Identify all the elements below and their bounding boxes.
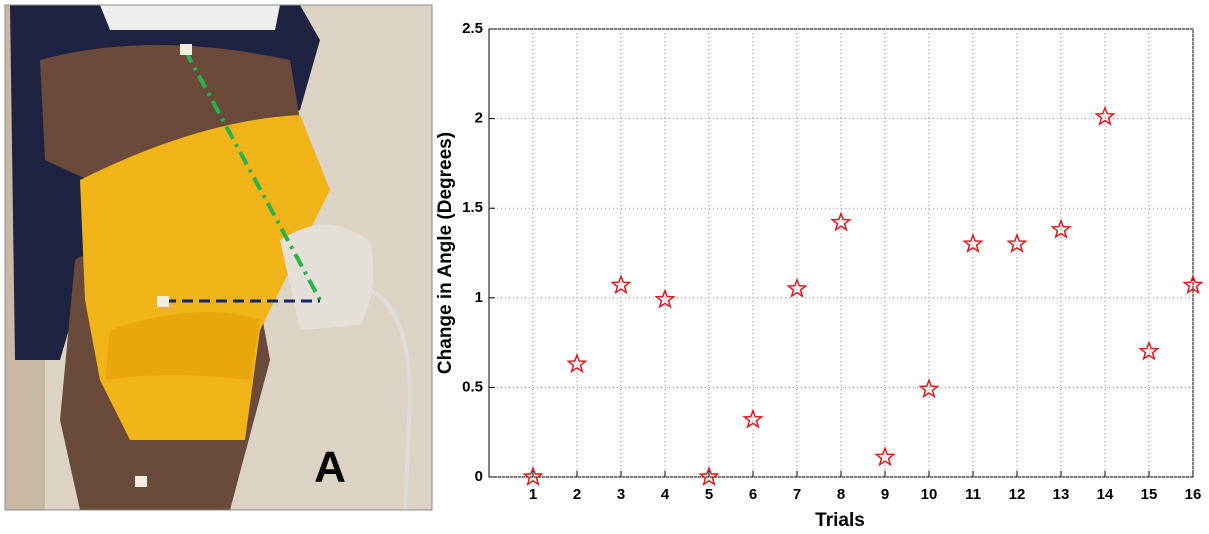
x-tick-label: 2	[573, 486, 581, 503]
x-tick-label: 9	[881, 486, 889, 503]
y-tick-label: 1	[475, 289, 483, 306]
y-tick-label: 1.5	[462, 199, 483, 216]
panel-label: A	[314, 443, 346, 492]
figure: A B Trials Change in Angle (Degrees) 00.…	[0, 0, 1209, 534]
x-tick-label: 3	[617, 486, 625, 503]
x-tick-label: 5	[705, 486, 713, 503]
x-tick-label: 16	[1185, 486, 1202, 503]
photo	[5, 5, 432, 510]
y-tick-label: 2	[475, 110, 483, 127]
x-tick-label: 7	[793, 486, 801, 503]
x-tick-label: 6	[749, 486, 757, 503]
x-axis-label: Trials	[815, 510, 865, 531]
x-tick-label: 15	[1141, 486, 1158, 503]
x-tick-label: 4	[661, 486, 670, 503]
y-tick-label: 2.5	[462, 20, 483, 37]
y-tick-label: 0	[475, 468, 483, 485]
y-tick-label: 0.5	[462, 378, 483, 395]
x-tick-label: 11	[965, 486, 981, 503]
x-tick-label: 1	[529, 486, 537, 503]
x-tick-label: 14	[1097, 486, 1114, 503]
x-tick-label: 12	[1009, 486, 1026, 503]
y-axis-label: Change in Angle (Degrees)	[435, 132, 456, 374]
x-tick-label: 10	[921, 486, 938, 503]
x-tick-label: 8	[837, 486, 845, 503]
x-tick-label: 13	[1053, 486, 1070, 503]
